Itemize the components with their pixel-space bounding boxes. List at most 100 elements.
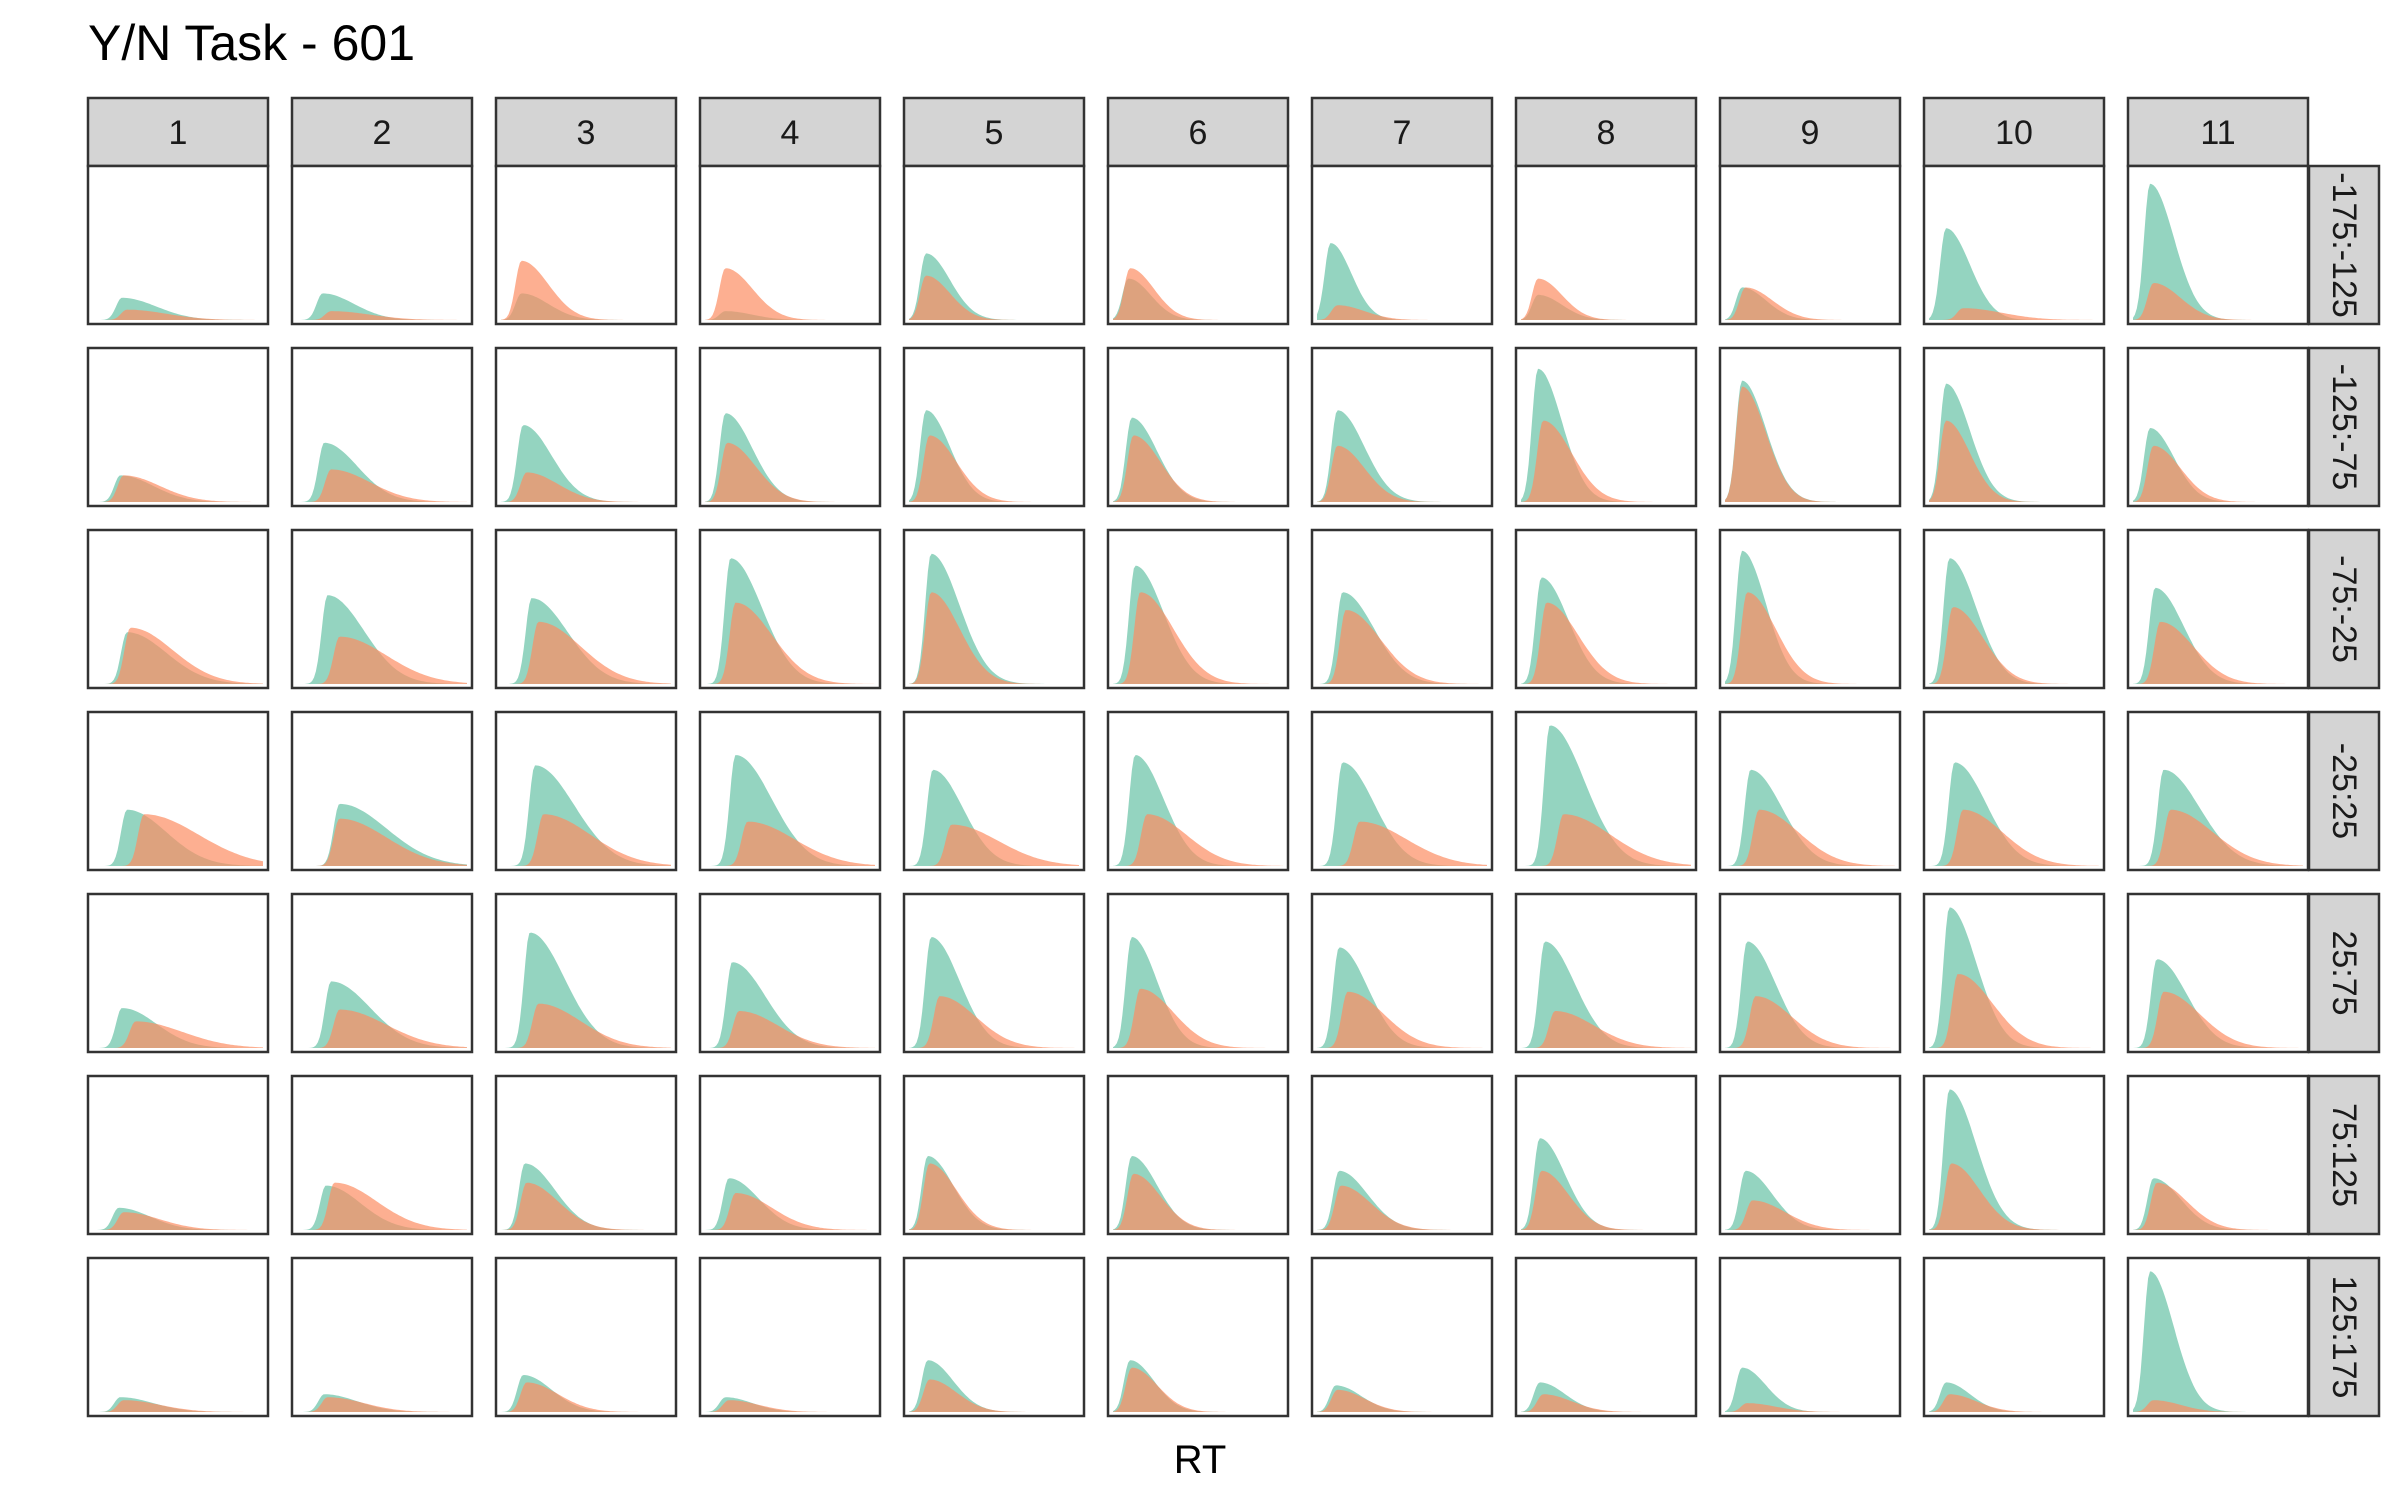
density-area-series-2	[1317, 445, 1487, 502]
density-area-series-2	[93, 1212, 263, 1230]
density-area-series-2	[705, 1011, 875, 1048]
row-strip-label: -75:-25	[2325, 555, 2363, 663]
density-area-series-2	[297, 311, 467, 320]
facet-panel	[1514, 1074, 1698, 1236]
row-strip: -125:-75	[2307, 346, 2381, 508]
facet-panel	[2126, 892, 2310, 1054]
facet-panel	[1310, 528, 1494, 690]
column-strip-label: 5	[985, 114, 1004, 152]
density-area-series-2	[1317, 1185, 1487, 1230]
density-area-series-2	[297, 1397, 467, 1412]
column-strip-label: 3	[577, 114, 596, 152]
facet-panel	[86, 346, 270, 508]
density-area-series-2	[297, 1009, 467, 1048]
facet-panel	[494, 346, 678, 508]
column-strip-label: 2	[373, 114, 392, 152]
density-area-series-2	[2133, 1400, 2303, 1412]
density-area-series-2	[1929, 974, 2099, 1048]
density-area-series-1	[1725, 1367, 1895, 1412]
density-area-series-2	[93, 627, 263, 684]
row-strip: -75:-25	[2307, 528, 2381, 690]
facet-panel	[290, 710, 474, 872]
column-strip-label: 8	[1597, 114, 1616, 152]
density-area-series-2	[1113, 988, 1283, 1048]
facet-panel	[902, 1074, 1086, 1236]
density-area-series-2	[1929, 1163, 2099, 1230]
facet-panel	[698, 164, 882, 326]
row-strip-label: -25:25	[2325, 743, 2363, 839]
panel-grid	[86, 164, 2310, 1418]
density-area-series-2	[1725, 809, 1895, 866]
facet-panel	[1106, 164, 1290, 326]
density-area-series-2	[1929, 420, 2099, 502]
facet-panel	[86, 164, 270, 326]
density-area-series-2	[1521, 1011, 1691, 1048]
facet-panel	[1310, 1074, 1494, 1236]
density-area-series-2	[1113, 268, 1283, 320]
strip-background	[86, 96, 270, 168]
density-area-series-2	[501, 814, 671, 866]
facet-panel	[1922, 528, 2106, 690]
column-strip: 7	[1310, 96, 1494, 168]
column-strip-label: 1	[169, 114, 188, 152]
density-area-series-2	[93, 475, 263, 502]
facet-panel	[2126, 528, 2310, 690]
facet-panel	[902, 892, 1086, 1054]
density-area-series-2	[2133, 809, 2303, 866]
strip-background	[2307, 164, 2381, 326]
facet-panel	[1310, 710, 1494, 872]
facet-panel	[1106, 346, 1290, 508]
column-strip-label: 6	[1189, 114, 1208, 152]
facet-panel	[1514, 710, 1698, 872]
facet-panel	[494, 1074, 678, 1236]
density-area-series-2	[1521, 420, 1691, 502]
facet-panel	[1718, 892, 1902, 1054]
density-area-series-2	[909, 435, 1079, 502]
density-area-series-2	[1929, 308, 2099, 320]
density-area-series-2	[909, 275, 1079, 320]
density-area-series-1	[1317, 243, 1487, 320]
density-area-series-2	[297, 636, 467, 684]
density-area-series-2	[1929, 607, 2099, 684]
row-strip: -25:25	[2307, 710, 2381, 872]
x-axis-label: RT	[1174, 1438, 1227, 1482]
density-area-series-2	[2133, 1182, 2303, 1230]
facet-panel	[2126, 164, 2310, 326]
row-strip-label: 75:125	[2325, 1103, 2363, 1207]
density-area-series-2	[93, 1400, 263, 1412]
column-strip-label: 9	[1801, 114, 1820, 152]
facet-panel	[1310, 892, 1494, 1054]
facet-panel	[494, 528, 678, 690]
panel-border	[86, 164, 270, 326]
facet-panel	[698, 1074, 882, 1236]
density-area-series-2	[501, 1182, 671, 1230]
strip-background	[1106, 96, 1290, 168]
facet-panel	[494, 1256, 678, 1418]
column-strip-label: 7	[1393, 114, 1412, 152]
facet-panel	[1310, 164, 1494, 326]
density-area-series-2	[1317, 821, 1487, 866]
facet-panel	[698, 892, 882, 1054]
column-strip: 5	[902, 96, 1086, 168]
facet-panel	[1922, 164, 2106, 326]
density-area-series-2	[1317, 610, 1487, 684]
facet-panel	[1310, 346, 1494, 508]
density-area-series-2	[2133, 621, 2303, 684]
panel-border	[698, 1256, 882, 1418]
row-strip-label: 125:175	[2325, 1276, 2363, 1399]
density-area-series-2	[501, 472, 671, 502]
facet-panel	[1922, 1074, 2106, 1236]
facet-panel	[86, 1256, 270, 1418]
density-area-series-2	[909, 592, 1079, 684]
facet-panel	[86, 1074, 270, 1236]
facet-panel	[1718, 1074, 1902, 1236]
density-area-series-2	[93, 1021, 263, 1048]
density-area-series-2	[1725, 1200, 1895, 1230]
density-area-series-2	[909, 1163, 1079, 1230]
facet-panel	[1718, 528, 1902, 690]
facet-panel	[1106, 710, 1290, 872]
facet-panel	[1718, 1256, 1902, 1418]
facet-panel	[86, 710, 270, 872]
facet-panel	[290, 1074, 474, 1236]
row-strip-label: -125:-75	[2325, 364, 2363, 491]
